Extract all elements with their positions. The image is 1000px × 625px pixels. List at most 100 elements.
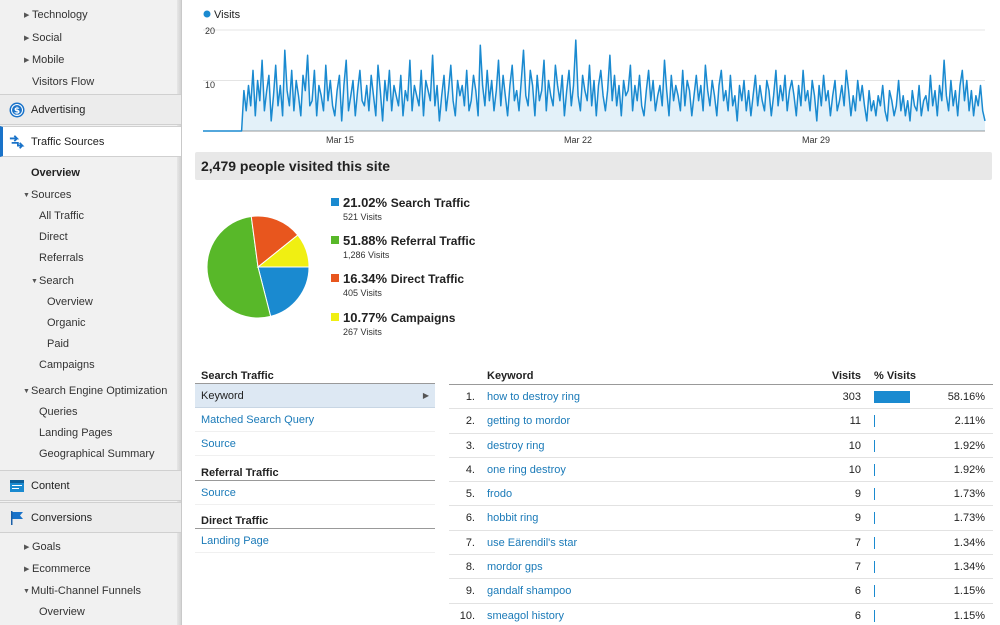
- sidebar-item-overview[interactable]: Overview: [31, 166, 80, 180]
- pct-visits-value: 1.15%: [953, 585, 985, 598]
- sidebar-item-direct[interactable]: Direct: [39, 230, 68, 244]
- sidebar-item-label: Overview: [47, 296, 93, 308]
- sidebar-item-queries[interactable]: Queries: [39, 405, 78, 419]
- row-number: 8.: [465, 561, 475, 574]
- keyword-link[interactable]: mordor gps: [487, 561, 543, 574]
- content-icon: [10, 480, 24, 492]
- sidebar-item-mcf-overview[interactable]: Overview: [39, 605, 85, 619]
- sidebar-item-geographical-summary[interactable]: Geographical Summary: [39, 447, 155, 461]
- direct-traffic-heading: Direct Traffic: [195, 513, 435, 529]
- keyword-link[interactable]: getting to mordor: [487, 415, 571, 428]
- keyword-link[interactable]: smeagol history: [487, 609, 565, 622]
- column-header-keyword[interactable]: Keyword: [487, 370, 534, 382]
- row-number: 9.: [465, 585, 475, 598]
- sidebar-item-label: Search: [39, 275, 74, 287]
- sidebar-item-search-overview[interactable]: Overview: [47, 295, 93, 309]
- referral-traffic-heading: Referral Traffic: [195, 465, 435, 481]
- referral-traffic-panel: Referral Traffic Source: [195, 465, 435, 505]
- legend-label: 21.02% Search Traffic: [343, 195, 471, 210]
- sidebar-section-traffic-sources[interactable]: Traffic Sources: [0, 126, 181, 157]
- sidebar-item-label: Multi-Channel Funnels: [31, 585, 142, 597]
- pct-bar: [874, 561, 875, 574]
- pct-bar: [874, 536, 875, 549]
- pct-bar: [874, 609, 875, 622]
- keyword-link[interactable]: gandalf shampoo: [487, 585, 572, 598]
- sidebar-item-search[interactable]: ▼Search: [31, 274, 74, 289]
- sidebar-item-visitors-flow[interactable]: Visitors Flow: [32, 75, 94, 89]
- visits-value: 7: [854, 536, 861, 549]
- pie-slice-direct[interactable]: [250, 215, 299, 268]
- search-traffic-matched-query[interactable]: Matched Search Query: [195, 408, 435, 432]
- search-traffic-keyword[interactable]: Keyword ▶: [195, 384, 435, 408]
- sidebar-section-conversions[interactable]: Conversions: [0, 502, 181, 533]
- sidebar-item-goals[interactable]: ▶ Goals: [24, 540, 61, 555]
- row-number: 2.: [465, 415, 475, 428]
- pct-visits-value: 1.73%: [953, 488, 985, 501]
- sidebar-item-landing-pages[interactable]: Landing Pages: [39, 426, 112, 440]
- pct-bar: [874, 391, 910, 403]
- pie-slice-referral[interactable]: [206, 215, 272, 319]
- traffic-arrows-icon: [9, 135, 25, 149]
- sidebar-item-label: Search Engine Optimization: [31, 385, 168, 397]
- triangle-down-icon: ▼: [23, 388, 30, 395]
- visits-value: 7: [854, 561, 861, 574]
- table-row: 6. hobbit ring 9 1.73%: [449, 506, 993, 531]
- keyword-link[interactable]: frodo: [487, 488, 513, 501]
- keyword-link[interactable]: destroy ring: [487, 439, 545, 452]
- sidebar-item-label: Mobile: [32, 54, 65, 66]
- sidebar-item-campaigns[interactable]: Campaigns: [39, 358, 95, 372]
- keyword-table: Keyword Visits % Visits 1. how to destroy…: [449, 369, 993, 625]
- pct-bar: [874, 463, 876, 476]
- sidebar-item-multi-channel-funnels[interactable]: ▼Multi-Channel Funnels: [23, 584, 141, 599]
- sidebar-item-ecommerce[interactable]: ▶ Ecommerce: [24, 562, 91, 577]
- row-number: 10.: [459, 609, 475, 622]
- sidebar-item-organic[interactable]: Organic: [47, 316, 86, 330]
- keyword-link[interactable]: hobbit ring: [487, 512, 539, 525]
- sidebar-item-label: Goals: [32, 541, 61, 553]
- referral-traffic-source[interactable]: Source: [195, 481, 435, 505]
- flag-icon: [11, 511, 23, 525]
- direct-traffic-landing-page[interactable]: Landing Page: [195, 529, 435, 553]
- row-number: 6.: [465, 512, 475, 525]
- sidebar-item-label: Organic: [47, 317, 86, 329]
- main-panel: Visits 20 10 Mar 15 Mar 22 Mar 29 2,479 …: [183, 0, 1000, 625]
- triangle-right-icon: ▶: [24, 35, 30, 42]
- keyword-link[interactable]: one ring destroy: [487, 463, 566, 476]
- sidebar-item-technology[interactable]: ▶ Technology: [24, 8, 88, 23]
- pct-visits-value: 58.16%: [947, 391, 985, 403]
- search-traffic-source[interactable]: Source: [195, 432, 435, 456]
- keyword-link[interactable]: use Eärendil's star: [487, 536, 578, 549]
- sidebar-item-label: Referrals: [39, 252, 84, 264]
- sidebar-item-paid[interactable]: Paid: [47, 337, 69, 351]
- triangle-down-icon: ▼: [23, 588, 30, 595]
- sidebar-section-advertising[interactable]: $ Advertising: [0, 94, 181, 125]
- sidebar-item-label: Sources: [31, 189, 72, 201]
- column-header-pct-visits[interactable]: % Visits: [874, 370, 916, 382]
- sidebar-item-sources[interactable]: ▼Sources: [23, 188, 71, 203]
- sidebar-section-content[interactable]: Content: [0, 470, 181, 501]
- sidebar-item-label: Direct: [39, 231, 68, 243]
- triangle-right-icon: ▶: [24, 57, 30, 64]
- triangle-right-icon: ▶: [422, 391, 429, 400]
- sidebar-item-label: Campaigns: [39, 359, 95, 371]
- visits-value: 9: [854, 488, 861, 501]
- sidebar-item-social[interactable]: ▶ Social: [24, 31, 62, 46]
- sidebar-item-referrals[interactable]: Referrals: [39, 251, 84, 265]
- sidebar-section-label: Traffic Sources: [31, 136, 105, 148]
- triangle-right-icon: ▶: [24, 566, 30, 573]
- sidebar-item-seo[interactable]: ▼Search Engine Optimization: [23, 384, 167, 399]
- svg-text:$: $: [14, 107, 20, 117]
- sidebar-item-label: Overview: [39, 606, 85, 618]
- pie-slice-search[interactable]: [257, 266, 310, 318]
- pie-slice-campaigns[interactable]: [256, 234, 310, 268]
- sidebar-edge: [177, 0, 181, 625]
- pct-visits-value: 2.11%: [954, 415, 985, 428]
- sidebar-item-all-traffic[interactable]: All Traffic: [39, 209, 84, 223]
- column-header-visits[interactable]: Visits: [831, 370, 861, 382]
- x-tick-label: Mar 15: [326, 135, 354, 145]
- sidebar-item-label: Queries: [39, 406, 78, 418]
- triangle-down-icon: ▼: [23, 192, 30, 199]
- keyword-link[interactable]: how to destroy ring: [487, 391, 580, 403]
- pct-bar: [874, 585, 875, 598]
- sidebar-item-mobile[interactable]: ▶ Mobile: [24, 53, 64, 68]
